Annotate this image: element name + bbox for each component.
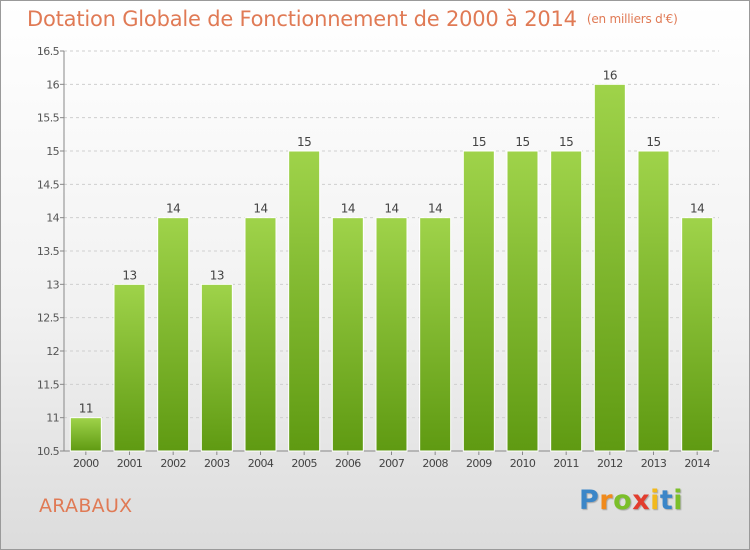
logo-letter: o xyxy=(613,485,633,516)
x-tick-label-2011: 2011 xyxy=(553,457,579,470)
bar-2010 xyxy=(506,150,539,452)
y-tick-label: 15.5 xyxy=(37,112,60,125)
x-tick-label-2005: 2005 xyxy=(291,457,317,470)
y-tick-label: 15 xyxy=(46,145,59,158)
value-label-2008: 14 xyxy=(428,202,442,216)
value-label-2002: 14 xyxy=(166,202,180,216)
value-label-2011: 15 xyxy=(559,135,573,149)
value-label-2005: 15 xyxy=(297,135,311,149)
bar-2008 xyxy=(419,217,452,452)
x-tick-label-2007: 2007 xyxy=(379,457,405,470)
bar-2006 xyxy=(331,217,364,452)
x-tick-label-2012: 2012 xyxy=(597,457,623,470)
logo-letter: i xyxy=(673,485,684,516)
value-label-2003: 13 xyxy=(210,268,224,282)
x-tick-label-2001: 2001 xyxy=(117,457,143,470)
bar-2011 xyxy=(550,150,583,452)
x-tick-label-2009: 2009 xyxy=(466,457,492,470)
y-tick-label: 16.5 xyxy=(37,45,60,58)
x-tick-label-2004: 2004 xyxy=(248,457,274,470)
x-tick-label-2000: 2000 xyxy=(73,457,99,470)
bar-2003 xyxy=(200,283,233,452)
logo-letter: i xyxy=(650,485,660,516)
proxiti-logo: Proxiti xyxy=(579,485,683,516)
y-tick-label: 13.5 xyxy=(37,245,60,258)
y-tick-label: 10.5 xyxy=(37,445,60,458)
y-tick-label: 16 xyxy=(46,78,59,91)
bar-2009 xyxy=(462,150,495,452)
unit-label: (en milliers d'€) xyxy=(586,12,678,26)
value-label-2013: 15 xyxy=(646,135,660,149)
bar-2007 xyxy=(375,217,408,452)
bar-2004 xyxy=(244,217,277,452)
y-tick-label: 13 xyxy=(46,278,59,291)
x-tick-label-2014: 2014 xyxy=(684,457,710,470)
value-label-2004: 14 xyxy=(253,202,267,216)
y-tick-label: 12.5 xyxy=(37,312,60,325)
x-tick-label-2010: 2010 xyxy=(510,457,536,470)
labels: 10.5 11 11.5 12 12.5 13 13.5 14 14.5 15 15.5 16 16.5… xyxy=(37,45,711,470)
value-label-2007: 14 xyxy=(384,202,398,216)
x-tick-label-2006: 2006 xyxy=(335,457,361,470)
bars xyxy=(69,83,714,452)
bar-2001 xyxy=(113,283,146,452)
commune-name: ARABAUX xyxy=(39,495,133,517)
logo-letter: r xyxy=(599,485,614,516)
y-tick-label: 11 xyxy=(46,412,59,425)
value-label-2006: 14 xyxy=(341,202,355,216)
x-tick-label-2002: 2002 xyxy=(160,457,186,470)
logo-letter: P xyxy=(579,485,600,516)
value-label-2014: 14 xyxy=(690,202,704,216)
bar-2005 xyxy=(288,150,321,452)
logo-letter: t xyxy=(659,485,674,516)
bar-2014 xyxy=(681,217,714,452)
value-label-2000: 11 xyxy=(79,402,93,416)
x-tick-label-2008: 2008 xyxy=(422,457,448,470)
value-label-2010: 15 xyxy=(515,135,529,149)
y-tick-label: 12 xyxy=(46,345,59,358)
value-label-2001: 13 xyxy=(122,268,136,282)
value-label-2009: 15 xyxy=(472,135,486,149)
value-label-2012: 16 xyxy=(603,68,617,82)
chart-title: Dotation Globale de Fonctionnement de 20… xyxy=(27,7,678,31)
bar-2012 xyxy=(593,83,626,452)
y-tick-label: 11.5 xyxy=(37,378,60,391)
title-text: Dotation Globale de Fonctionnement de 20… xyxy=(27,7,577,31)
logo-letter: x xyxy=(632,485,651,516)
x-tick-label-2003: 2003 xyxy=(204,457,230,470)
y-tick-label: 14 xyxy=(46,212,59,225)
bar-2000 xyxy=(69,417,102,452)
bar-2013 xyxy=(637,150,670,452)
bar-2002 xyxy=(157,217,190,452)
y-tick-label: 14.5 xyxy=(37,178,60,191)
x-tick-label-2013: 2013 xyxy=(641,457,667,470)
